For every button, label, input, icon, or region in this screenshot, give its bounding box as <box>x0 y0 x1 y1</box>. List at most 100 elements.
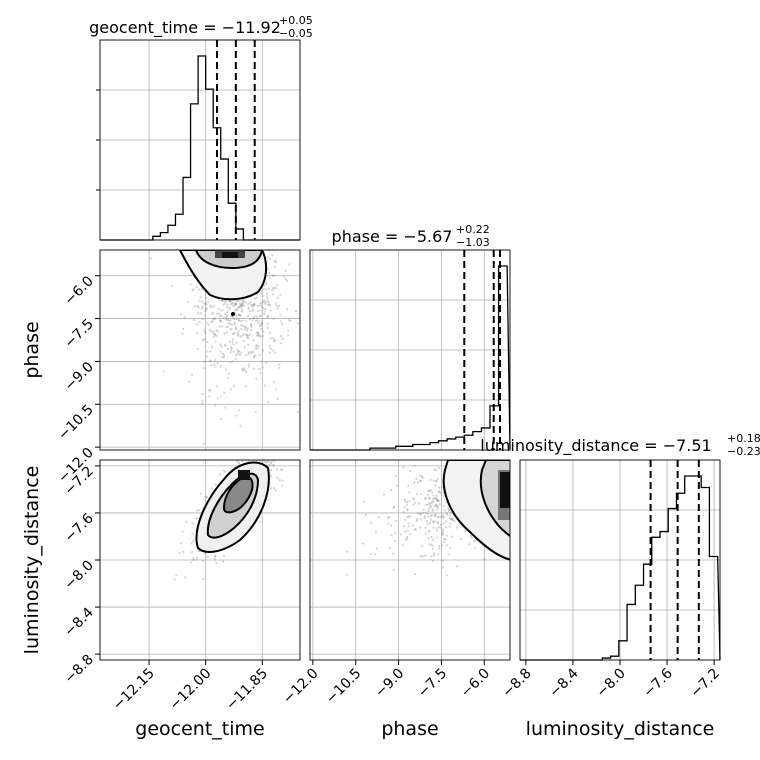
scatter-point <box>273 260 277 263</box>
scatter-point <box>436 553 440 556</box>
scatter-point <box>279 342 282 345</box>
scatter-point <box>281 468 284 471</box>
scatter-point <box>573 460 575 462</box>
scatter-point <box>242 175 244 177</box>
scatter-point <box>218 242 220 244</box>
scatter-point <box>552 498 554 500</box>
scatter-point <box>284 269 287 272</box>
scatter-point <box>201 559 205 562</box>
scatter-point <box>430 500 434 504</box>
scatter-point <box>455 526 459 529</box>
scatter-point <box>404 500 407 503</box>
scatter-point <box>261 294 264 298</box>
xlabel-phase: phase <box>381 718 438 740</box>
scatter-point <box>531 523 533 525</box>
scatter-point <box>272 293 275 296</box>
scatter-point <box>530 486 532 488</box>
scatter-point <box>192 539 195 543</box>
scatter-point <box>405 503 409 506</box>
tick-labels: −12.15 −12.00 −11.85 −12.0 −10.5 −9.0 −7.5 −6.0… <box>55 273 723 713</box>
scatter-point <box>421 555 424 558</box>
scatter-point <box>438 545 441 548</box>
scatter-point <box>598 477 600 479</box>
scatter-point <box>523 482 525 484</box>
scatter-point <box>277 456 279 458</box>
scatter-point <box>278 304 281 307</box>
scatter-point <box>247 363 250 366</box>
scatter-point <box>236 331 239 335</box>
scatter-point <box>538 485 540 487</box>
scatter-point <box>242 319 245 322</box>
scatter-point <box>387 516 391 519</box>
scatter-point <box>251 221 253 223</box>
scatter-point <box>217 243 219 245</box>
scatter-point <box>514 508 516 510</box>
scatter-point <box>198 213 200 215</box>
scatter-point <box>213 246 215 248</box>
scatter-point <box>216 397 219 400</box>
scatter-point <box>222 217 224 219</box>
scatter-point <box>523 432 525 434</box>
scatter-point <box>464 530 467 533</box>
scatter-point <box>242 299 245 302</box>
scatter-point <box>276 283 279 286</box>
scatter-point <box>199 213 201 215</box>
scatter-point <box>412 497 415 501</box>
scatter-point <box>258 353 261 356</box>
panels: −12.15 −12.00 −11.85 −12.0 −10.5 −9.0 −7.5 −6.0… <box>55 39 723 713</box>
scatter-point <box>196 348 199 351</box>
scatter-point <box>416 518 419 521</box>
scatter-point <box>246 336 250 340</box>
scatter-point <box>259 442 261 444</box>
scatter-point <box>389 546 392 549</box>
scatter-point <box>245 370 248 373</box>
scatter-point <box>192 288 195 291</box>
scatter-point <box>233 302 237 305</box>
scatter-point <box>442 538 446 541</box>
scatter-point <box>212 242 214 244</box>
scatter-point <box>274 489 277 492</box>
scatter-point <box>257 447 259 449</box>
scatter-point <box>516 496 518 498</box>
scatter-point <box>245 203 247 205</box>
scatter-point <box>511 473 513 475</box>
scatter-point <box>226 208 228 210</box>
scatter-point <box>187 380 191 384</box>
scatter-point <box>198 299 201 302</box>
scatter-point <box>271 337 275 340</box>
scatter-point <box>178 551 181 555</box>
scatter-point <box>214 246 216 248</box>
scatter-point <box>197 508 201 512</box>
scatter-point <box>249 328 253 332</box>
scatter-point <box>428 496 432 500</box>
scatter-point <box>208 216 210 218</box>
scatter-point <box>266 316 269 319</box>
scatter-point <box>239 218 241 220</box>
scatter-point <box>201 402 204 405</box>
x-tick-label: −7.5 <box>415 666 450 701</box>
scatter-point <box>538 480 540 482</box>
scatter-point <box>441 530 444 533</box>
scatter-point <box>242 300 245 303</box>
scatter-point <box>205 307 209 310</box>
scatter-point <box>265 452 267 454</box>
scatter-point <box>281 337 285 340</box>
scatter-point <box>553 512 555 514</box>
scatter-point <box>276 477 279 480</box>
scatter-point <box>267 287 270 290</box>
scatter-point <box>423 516 426 519</box>
scatter-point <box>237 334 240 337</box>
scatter-point <box>442 491 445 494</box>
scatter-point <box>513 462 515 464</box>
scatter-point <box>247 202 249 204</box>
scatter-point <box>252 247 254 249</box>
scatter-point <box>433 515 436 518</box>
scatter-point <box>256 304 259 307</box>
scatter-point <box>195 517 198 520</box>
scatter-point <box>387 516 390 519</box>
scatter-point <box>201 300 204 303</box>
scatter-point <box>218 315 222 318</box>
scatter-point <box>222 303 225 306</box>
scatter-point <box>404 530 407 533</box>
scatter-point <box>427 489 430 492</box>
